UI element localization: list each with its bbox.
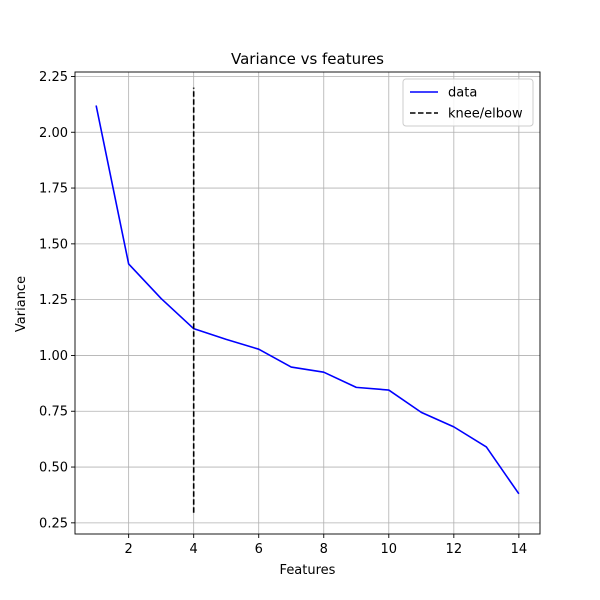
plot-area: 2 4 6 8 10 12 14 0.25 0.50 0.75 1.00 1.25 1.50 1.75 2.…: [39, 70, 541, 557]
x-tick-label: 4: [190, 542, 198, 557]
y-tick-label: 0.75: [39, 405, 68, 420]
x-tick-label: 10: [381, 542, 398, 557]
y-tick-label: 1.25: [39, 293, 68, 308]
y-tick-label: 1.00: [39, 349, 68, 364]
y-tick-label: 2.25: [39, 70, 68, 85]
y-tick-label: 1.75: [39, 182, 68, 197]
x-axis-label: Features: [280, 563, 336, 578]
y-axis-label: Variance: [14, 276, 29, 332]
x-tick-label: 8: [320, 542, 328, 557]
y-tick-label: 0.25: [39, 516, 68, 531]
x-tick-label: 14: [511, 542, 528, 557]
data-series-line: [95, 105, 520, 495]
axes-background: [75, 72, 540, 534]
y-tick-label: 2.00: [39, 126, 68, 141]
x-tick-label: 2: [125, 542, 133, 557]
legend: data knee/elbow: [402, 78, 534, 127]
y-tick-label: 0.50: [39, 461, 68, 476]
x-tick-label: 12: [446, 542, 463, 557]
chart-title: Variance vs features: [231, 50, 384, 68]
legend-entry-label: knee/elbow: [448, 107, 523, 122]
y-tick-label: 1.50: [39, 237, 68, 252]
legend-box: [402, 78, 534, 127]
x-tick-label: 6: [255, 542, 263, 557]
axes-frame: [74, 71, 541, 535]
legend-entry-label: data: [448, 86, 477, 101]
